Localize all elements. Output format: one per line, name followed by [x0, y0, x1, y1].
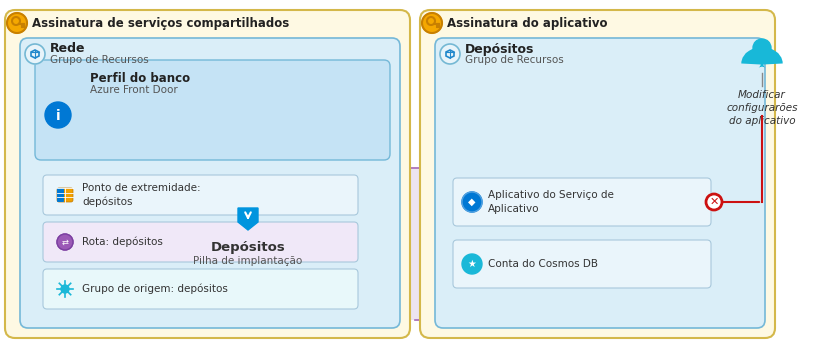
Text: Perfil do banco: Perfil do banco [90, 71, 190, 84]
Text: Depósitos: Depósitos [210, 241, 285, 254]
FancyBboxPatch shape [57, 188, 73, 202]
Circle shape [462, 192, 482, 212]
Circle shape [422, 13, 442, 33]
Text: Ponto de extremidade:
depósitos: Ponto de extremidade: depósitos [82, 183, 200, 207]
FancyBboxPatch shape [20, 38, 400, 328]
Text: ★: ★ [468, 259, 477, 269]
Text: Aplicativo do Serviço de
Aplicativo: Aplicativo do Serviço de Aplicativo [488, 190, 614, 214]
Text: Pilha de implantação: Pilha de implantação [193, 256, 302, 266]
FancyBboxPatch shape [43, 175, 358, 215]
Text: Assinatura de serviços compartilhados: Assinatura de serviços compartilhados [32, 18, 289, 30]
Circle shape [7, 13, 27, 33]
FancyBboxPatch shape [420, 10, 775, 338]
FancyBboxPatch shape [35, 168, 675, 320]
Text: ◆: ◆ [469, 197, 476, 207]
Text: Grupo de origem: depósitos: Grupo de origem: depósitos [82, 284, 228, 294]
Circle shape [462, 254, 482, 274]
Text: Conta do Cosmos DB: Conta do Cosmos DB [488, 259, 598, 269]
Text: Grupo de Recursos: Grupo de Recursos [465, 55, 564, 65]
Circle shape [440, 44, 460, 64]
Polygon shape [238, 208, 258, 230]
FancyBboxPatch shape [435, 38, 765, 328]
FancyBboxPatch shape [43, 269, 358, 309]
Text: i: i [55, 109, 60, 123]
Circle shape [753, 39, 771, 57]
FancyBboxPatch shape [453, 240, 711, 288]
Circle shape [25, 44, 45, 64]
Text: ✕: ✕ [709, 197, 719, 207]
Text: Assinatura do aplicativo: Assinatura do aplicativo [447, 18, 607, 30]
Text: Rede: Rede [50, 42, 86, 56]
Circle shape [706, 194, 722, 210]
Circle shape [61, 285, 69, 293]
Text: Azure Front Door: Azure Front Door [90, 85, 178, 95]
Circle shape [57, 234, 73, 250]
Text: Modificar
configurarões
do aplicativo: Modificar configurarões do aplicativo [726, 90, 798, 126]
FancyBboxPatch shape [5, 10, 410, 338]
FancyBboxPatch shape [43, 222, 358, 262]
Circle shape [45, 102, 71, 128]
FancyBboxPatch shape [453, 178, 711, 226]
FancyBboxPatch shape [57, 188, 64, 202]
Text: ⇄: ⇄ [61, 238, 68, 246]
FancyBboxPatch shape [35, 60, 390, 160]
Text: Rota: depósitos: Rota: depósitos [82, 237, 163, 247]
Text: Depósitos: Depósitos [465, 42, 535, 56]
Text: Grupo de Recursos: Grupo de Recursos [50, 55, 149, 65]
